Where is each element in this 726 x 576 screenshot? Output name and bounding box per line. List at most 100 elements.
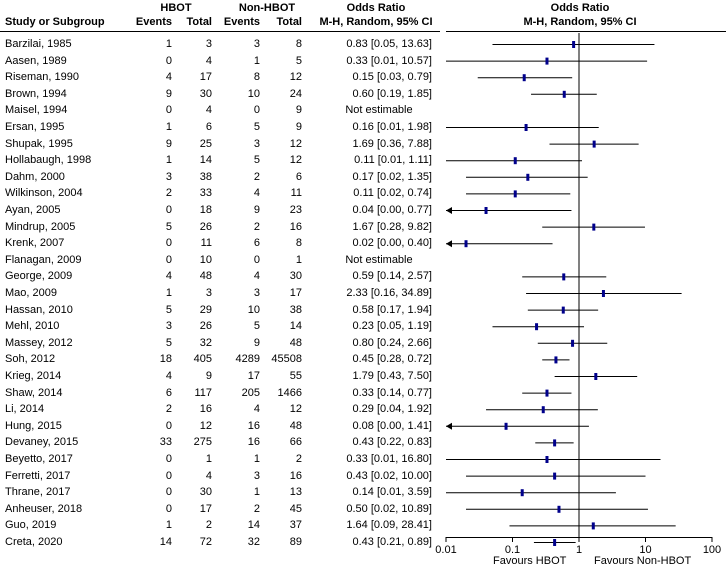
nonhbot-total: 89 — [289, 536, 302, 548]
study-name: Ayan, 2005 — [5, 204, 61, 216]
odds-ratio-ci: 0.11 [0.01, 1.11] — [354, 154, 432, 167]
study-name: Dahm, 2000 — [5, 170, 65, 183]
hbot-total: 3 — [205, 38, 212, 50]
point-estimate — [553, 439, 557, 447]
nonhbot-events: 32 — [247, 536, 260, 548]
hbot-total: 72 — [199, 536, 212, 548]
hbot-total: 14 — [199, 154, 212, 167]
nonhbot-total: 45508 — [271, 353, 302, 366]
nonhbot-events: 1 — [253, 54, 260, 67]
nonhbot-total: 5 — [295, 54, 302, 67]
nonhbot-total: 8 — [295, 237, 302, 250]
study-name: Soh, 2012 — [5, 353, 56, 366]
hbot-total: 48 — [199, 270, 212, 283]
study-name: Ferretti, 2017 — [5, 469, 71, 482]
nonhbot-total: 66 — [289, 436, 302, 449]
nonhbot-events: 3 — [253, 137, 260, 150]
study-name: Mindrup, 2005 — [5, 220, 76, 233]
odds-ratio-ci: 0.29 [0.04, 1.92] — [352, 403, 432, 416]
hbot-total: 405 — [193, 353, 212, 366]
study-name: Massey, 2012 — [5, 336, 73, 349]
study-name: Wilkinson, 2004 — [5, 187, 83, 200]
hbot-events: 0 — [165, 419, 172, 432]
hbot-events: 6 — [165, 386, 172, 399]
hbot-events: 1 — [165, 121, 172, 133]
nonhbot-total: 55 — [289, 370, 302, 382]
nonhbot-events: 16 — [247, 436, 260, 449]
point-estimate — [554, 356, 558, 364]
study-name: Riseman, 1990 — [5, 71, 79, 84]
nonhbot-events: 3 — [253, 38, 260, 50]
or-column-title: Odds Ratio — [346, 2, 406, 14]
nonhbot-total: 45 — [289, 502, 302, 515]
total2-header: Total — [276, 16, 302, 28]
hbot-total: 38 — [199, 170, 212, 183]
ci-arrow-left — [446, 207, 452, 214]
plot-method: M-H, Random, 95% CI — [523, 16, 637, 28]
events2-header: Events — [223, 16, 260, 28]
study-name: Creta, 2020 — [5, 536, 63, 548]
x-tick-label: 0.01 — [435, 544, 456, 556]
point-estimate — [592, 223, 596, 231]
total1-header: Total — [186, 16, 212, 28]
hbot-events: 3 — [165, 320, 172, 333]
odds-ratio-ci: 0.04 [0.00, 0.77] — [352, 204, 432, 216]
x-tick-label: 100 — [703, 544, 721, 556]
nonhbot-total: 1466 — [277, 386, 302, 399]
odds-ratio-ci: 0.17 [0.02, 1.35] — [352, 170, 432, 183]
odds-ratio-ci: 0.15 [0.03, 0.79] — [352, 71, 432, 84]
hbot-events: 0 — [165, 486, 172, 499]
nonhbot-events: 4289 — [235, 353, 260, 366]
odds-ratio-ci: Not estimable — [345, 253, 413, 266]
point-estimate — [504, 422, 508, 430]
point-estimate — [545, 57, 549, 65]
study-name: Shupak, 1995 — [5, 137, 73, 150]
nonhbot-total: 12 — [289, 71, 302, 84]
study-name: Ersan, 1995 — [5, 121, 65, 133]
nonhbot-total: 8 — [295, 38, 302, 50]
point-estimate — [591, 522, 595, 530]
odds-ratio-ci: 0.58 [0.17, 1.94] — [352, 303, 432, 316]
hbot-events: 18 — [159, 353, 172, 366]
nonhbot-events: 5 — [253, 154, 260, 167]
hbot-total: 30 — [199, 486, 212, 499]
odds-ratio-ci: 0.60 [0.19, 1.85] — [352, 87, 432, 100]
nonhbot-total: 1 — [295, 253, 302, 266]
hbot-events: 5 — [165, 303, 172, 316]
nonhbot-events: 205 — [241, 386, 260, 399]
hbot-events: 0 — [165, 502, 172, 515]
odds-ratio-ci: 0.45 [0.28, 0.72] — [352, 353, 432, 366]
hbot-total: 117 — [194, 386, 212, 399]
x-tick-label: 1 — [576, 544, 582, 556]
group2-header: Non-HBOT — [238, 2, 296, 14]
nonhbot-events: 4 — [253, 187, 260, 200]
nonhbot-events: 0 — [253, 253, 260, 266]
odds-ratio-ci: 0.33 [0.01, 10.57] — [346, 54, 432, 67]
hbot-events: 5 — [165, 336, 172, 349]
nonhbot-events: 3 — [253, 287, 260, 299]
study-name: Hassan, 2010 — [5, 303, 73, 316]
hbot-events: 0 — [165, 54, 172, 67]
study-name: Devaney, 2015 — [5, 436, 79, 449]
hbot-total: 10 — [199, 253, 212, 266]
hbot-events: 2 — [165, 403, 172, 416]
hbot-events: 9 — [165, 137, 172, 150]
point-estimate — [513, 190, 517, 198]
odds-ratio-ci: Not estimable — [345, 104, 413, 117]
hbot-total: 11 — [200, 237, 212, 250]
nonhbot-events: 14 — [247, 519, 260, 532]
nonhbot-events: 10 — [247, 87, 260, 100]
point-estimate — [526, 173, 530, 181]
study-name: Anheuser, 2018 — [5, 502, 83, 515]
x-tick-label: 10 — [639, 544, 651, 556]
hbot-events: 4 — [165, 370, 172, 382]
point-estimate — [561, 306, 565, 314]
favours-right-label: Favours Non-HBOT — [594, 555, 692, 567]
nonhbot-total: 48 — [289, 419, 302, 432]
nonhbot-total: 14 — [289, 320, 302, 333]
hbot-total: 29 — [199, 303, 212, 316]
odds-ratio-ci: 0.33 [0.01, 16.80] — [346, 453, 432, 465]
point-estimate — [562, 273, 566, 281]
nonhbot-events: 5 — [253, 320, 260, 333]
odds-ratio-ci: 2.33 [0.16, 34.89] — [346, 287, 432, 299]
